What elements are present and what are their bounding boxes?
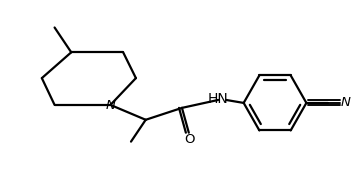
Text: HN: HN [208,92,229,106]
Text: O: O [185,133,195,146]
Text: N: N [106,99,115,112]
Text: N: N [340,96,351,109]
